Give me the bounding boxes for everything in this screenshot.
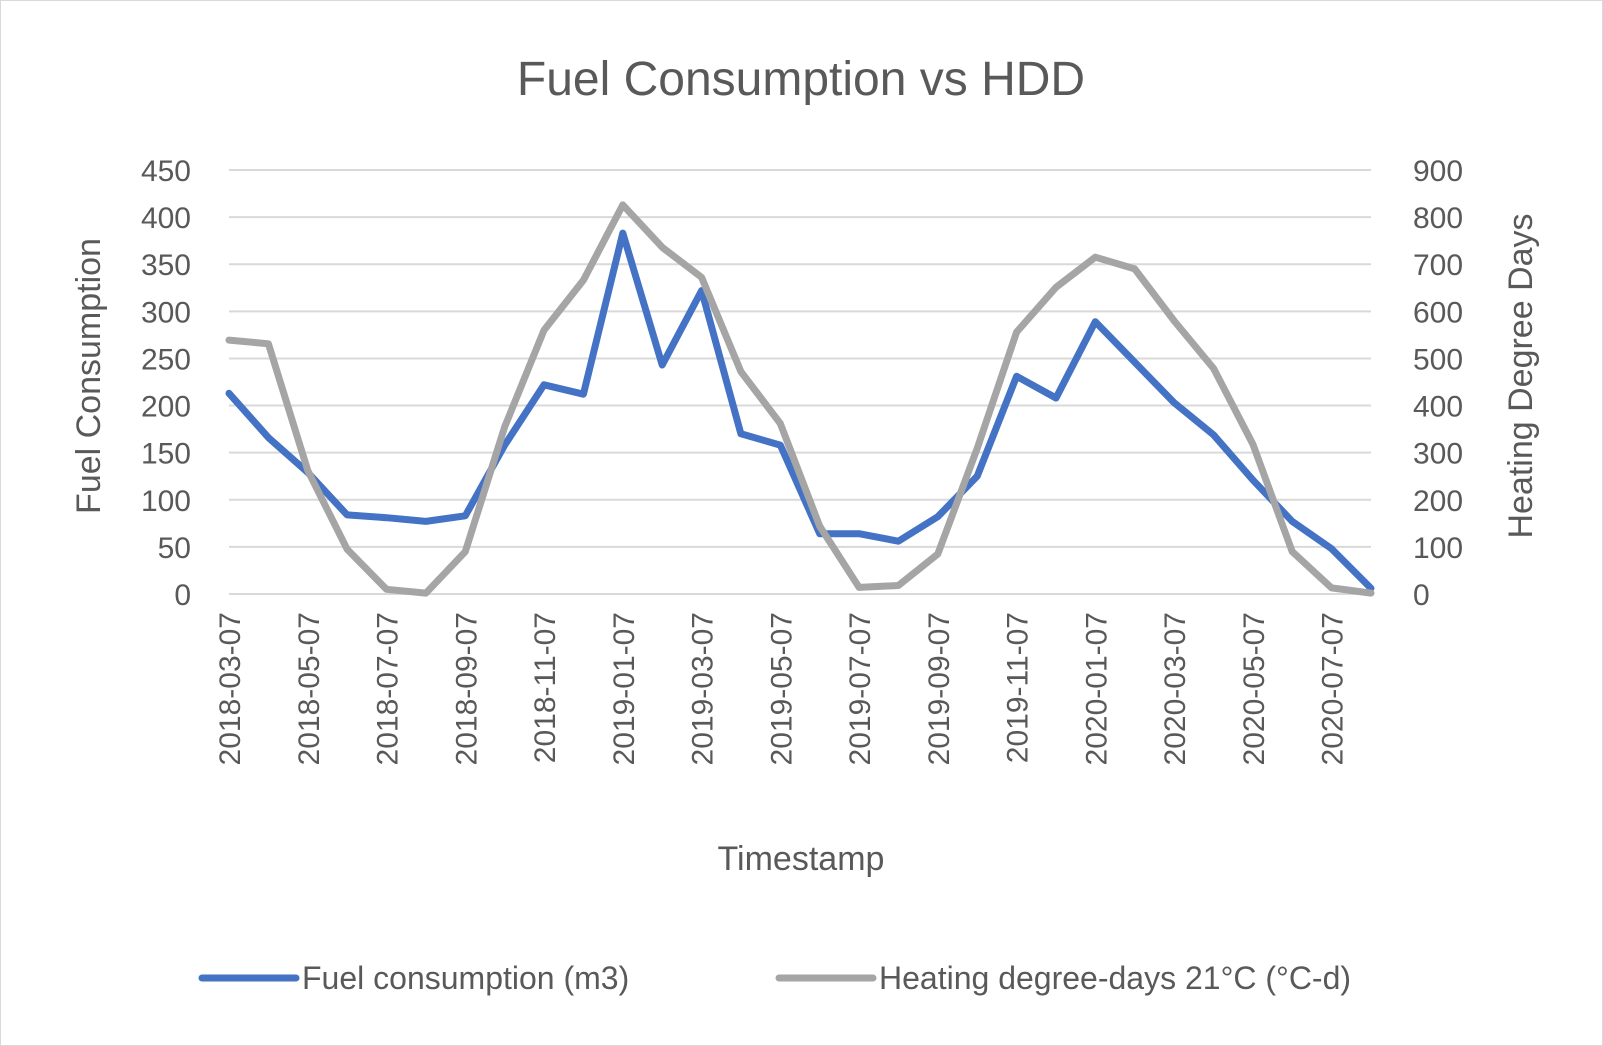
y2-tick-label: 200 [1413, 485, 1463, 518]
x-tick-label: 2020-07-07 [1317, 612, 1350, 765]
left-axis-ticks: 0 50 100 150 200 250 300 350 400 450 [141, 155, 191, 612]
y-axis-title: Fuel Consumption [70, 238, 108, 514]
x-tick-label: 2018-03-07 [214, 612, 247, 765]
y-tick-label: 450 [141, 155, 191, 188]
y2-tick-label: 100 [1413, 532, 1463, 565]
legend-label-fuel: Fuel consumption (m3) [302, 960, 629, 996]
legend: Fuel consumption (m3) Heating degree-day… [198, 960, 1351, 996]
y-tick-label: 300 [141, 296, 191, 329]
y-tick-label: 200 [141, 391, 191, 424]
legend-label-hdd: Heating degree-days 21°C (°C-d) [879, 960, 1351, 996]
y2-tick-label: 900 [1413, 155, 1463, 188]
y-tick-label: 150 [141, 438, 191, 471]
x-tick-label: 2019-03-07 [687, 612, 720, 765]
y-tick-label: 50 [158, 532, 191, 565]
y2-axis-title: Heating Degree Days [1502, 213, 1540, 538]
gridlines [229, 169, 1371, 595]
x-tick-label: 2018-07-07 [372, 612, 405, 765]
y2-tick-label: 700 [1413, 249, 1463, 282]
right-axis-ticks: 0 100 200 300 400 500 600 700 800 900 [1413, 155, 1463, 612]
x-axis-title: Timestamp [718, 840, 885, 878]
y-tick-label: 400 [141, 202, 191, 235]
y-tick-label: 350 [141, 249, 191, 282]
x-axis-ticks: 2018-03-07 2018-05-07 2018-07-07 2018-09-07… [214, 612, 1350, 765]
y2-tick-label: 600 [1413, 296, 1463, 329]
x-tick-label: 2018-09-07 [450, 612, 483, 765]
x-tick-label: 2019-07-07 [844, 612, 877, 765]
x-tick-label: 2019-09-07 [923, 612, 956, 765]
y2-tick-label: 300 [1413, 438, 1463, 471]
x-tick-label: 2019-05-07 [765, 612, 798, 765]
chart-title: Fuel Consumption vs HDD [517, 53, 1085, 106]
y2-tick-label: 0 [1413, 579, 1430, 612]
x-tick-label: 2020-05-07 [1238, 612, 1271, 765]
series-line-fuel [225, 229, 1375, 592]
series-layer [225, 201, 1375, 597]
x-tick-label: 2019-01-07 [608, 612, 641, 765]
y2-tick-label: 400 [1413, 391, 1463, 424]
x-tick-label: 2018-05-07 [293, 612, 326, 765]
x-tick-label: 2019-11-07 [1002, 612, 1035, 763]
x-tick-label: 2020-01-07 [1080, 612, 1113, 765]
series-line-hdd [225, 201, 1375, 597]
y2-tick-label: 500 [1413, 343, 1463, 376]
x-tick-label: 2018-11-07 [529, 612, 562, 763]
y-tick-label: 100 [141, 485, 191, 518]
x-tick-label: 2020-03-07 [1159, 612, 1192, 765]
y2-tick-label: 800 [1413, 202, 1463, 235]
y-tick-label: 0 [174, 579, 191, 612]
y-tick-label: 250 [141, 343, 191, 376]
